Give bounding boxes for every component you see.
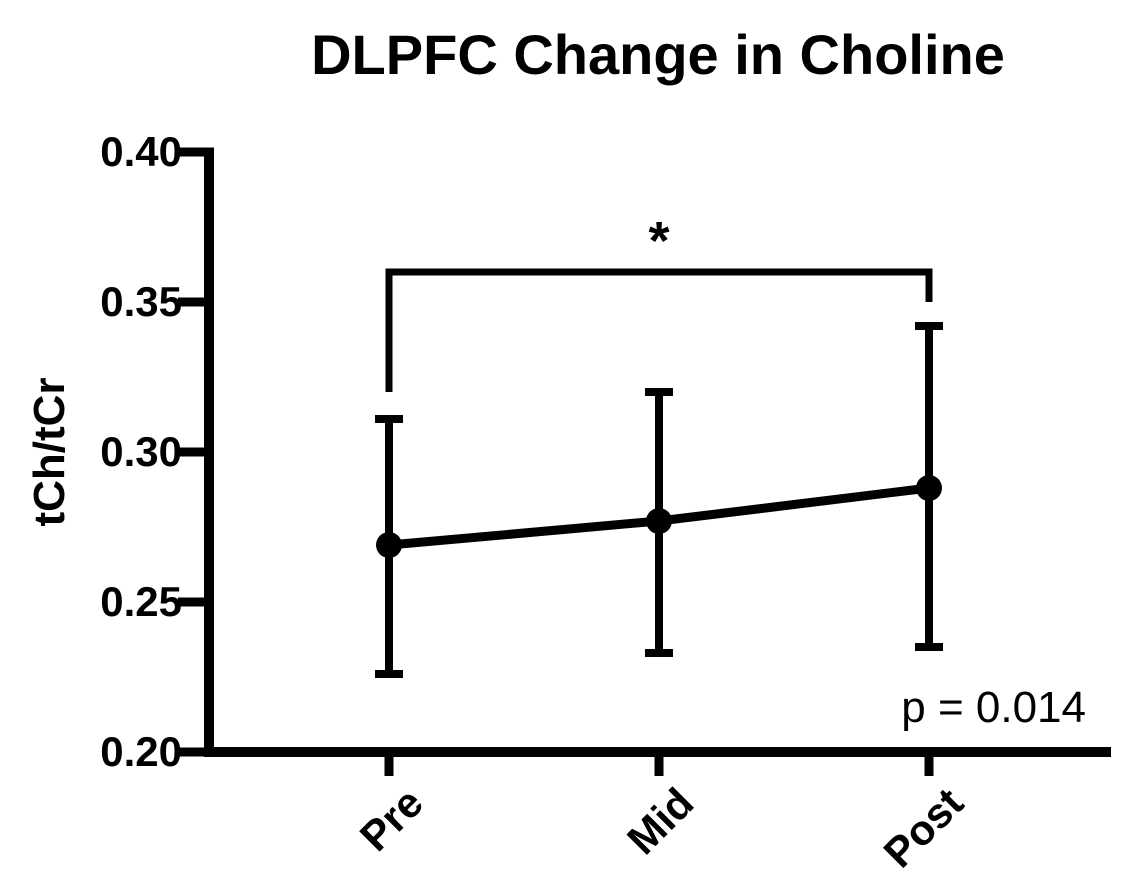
data-point-post	[916, 475, 942, 501]
data-point-pre	[376, 532, 402, 558]
y-tick-label-0.35: 0.35	[100, 278, 182, 325]
significance-star: *	[648, 211, 670, 271]
y-tick-label-0.30: 0.30	[100, 428, 182, 475]
chart-title: DLPFC Change in Choline	[311, 23, 1005, 86]
y-tick-label-0.40: 0.40	[100, 128, 182, 175]
p-value-label: p = 0.014	[901, 683, 1086, 732]
y-tick-label-0.20: 0.20	[100, 728, 182, 775]
data-point-mid	[646, 508, 672, 534]
y-tick-label-0.25: 0.25	[100, 578, 182, 625]
